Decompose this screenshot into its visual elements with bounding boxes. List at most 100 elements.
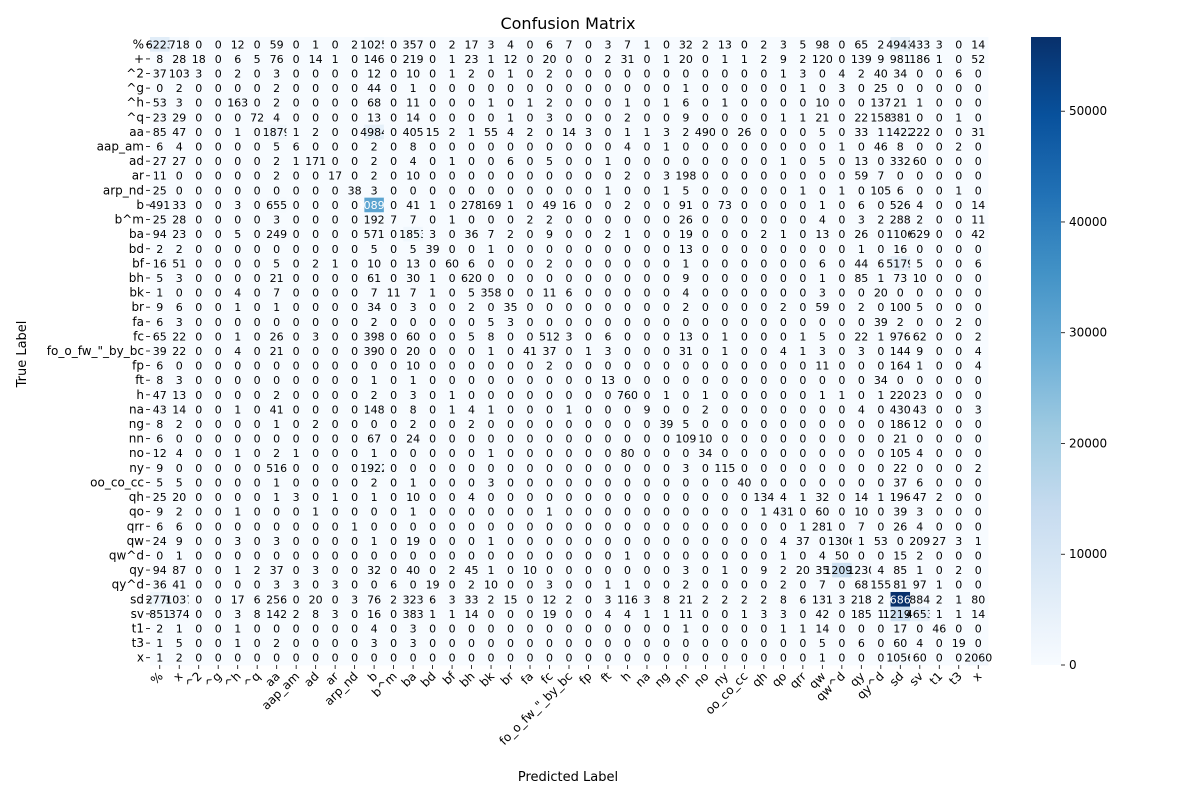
heatmap-cell	[832, 139, 852, 155]
cell-value-label: 0	[663, 257, 670, 270]
heatmap-cell	[286, 110, 307, 126]
cell-value-label: 0	[799, 506, 806, 519]
cell-value-label: 2	[624, 170, 631, 183]
cell-value-label: 1	[643, 126, 650, 139]
cell-value-label: 22	[172, 330, 186, 343]
cell-value-label: 2	[760, 593, 767, 606]
cell-value-label: 0	[838, 506, 845, 519]
cell-value-label: 0	[604, 126, 611, 139]
cell-value-label: 5	[916, 257, 923, 270]
cell-value-label: 0	[799, 652, 806, 665]
cell-value-label: 15	[504, 593, 518, 606]
cell-value-label: 3	[449, 593, 456, 606]
cell-value-label: 0	[721, 301, 728, 314]
heatmap-cell	[617, 37, 638, 53]
cell-value-label: 0	[351, 214, 358, 227]
cell-value-label: 3	[234, 608, 241, 621]
cell-value-label: 67	[367, 433, 381, 446]
cell-value-label: 6	[156, 141, 163, 154]
cell-value-label: 0	[585, 38, 592, 51]
x-tick-label: fa	[518, 669, 536, 687]
cell-value-label: 0	[663, 243, 670, 256]
heatmap-cell	[793, 168, 814, 184]
cell-value-label: 14	[465, 608, 479, 621]
cell-value-label: 22	[172, 345, 186, 358]
heatmap-cell	[188, 139, 209, 155]
cell-value-label: 2	[760, 53, 767, 66]
heatmap-cell	[754, 51, 775, 67]
x-tick-label: bk	[477, 669, 497, 689]
cell-value-label: 46	[874, 141, 888, 154]
cell-value-label: 0	[390, 418, 397, 431]
cell-value-label: 0	[195, 228, 202, 241]
cell-value-label: 0	[351, 257, 358, 270]
cell-value-label: 0	[312, 433, 319, 446]
cell-value-label: 148	[364, 403, 385, 416]
cell-value-label: 0	[156, 549, 163, 562]
cell-value-label: 47	[172, 126, 186, 139]
cell-value-label: 0	[429, 214, 436, 227]
cell-value-label: 0	[293, 38, 300, 51]
heatmap-cell	[598, 183, 619, 199]
cell-value-label: 0	[858, 652, 865, 665]
cell-value-label: 0	[429, 38, 436, 51]
cell-value-label: 0	[176, 462, 183, 475]
cell-value-label: 0	[643, 418, 650, 431]
cell-value-label: 35	[504, 301, 518, 314]
cell-value-label: 13	[601, 374, 615, 387]
cell-value-label: 0	[351, 287, 358, 300]
y-tick-label: fc	[133, 329, 144, 343]
cell-value-label: 0	[936, 374, 943, 387]
cell-value-label: 44	[854, 257, 868, 270]
cell-value-label: 0	[351, 476, 358, 489]
heatmap-cell	[286, 153, 307, 169]
cell-value-label: 5	[176, 637, 183, 650]
cell-value-label: 0	[721, 403, 728, 416]
heatmap-cell	[578, 51, 599, 67]
cell-value-label: 0	[254, 330, 261, 343]
cell-value-label: 46	[932, 622, 946, 635]
cell-value-label: 0	[293, 68, 300, 81]
cell-value-label: 431	[773, 506, 794, 519]
heatmap-cell	[208, 139, 229, 155]
cell-value-label: 0	[975, 287, 982, 300]
cell-value-label: 0	[546, 491, 553, 504]
cell-value-label: 18	[192, 53, 206, 66]
cell-value-label: 0	[643, 97, 650, 110]
heatmap-cell	[871, 153, 891, 169]
cell-value-label: 0	[682, 141, 689, 154]
cell-value-label: 0	[955, 491, 962, 504]
heatmap-cell	[676, 168, 697, 184]
cell-value-label: 2	[975, 462, 982, 475]
heatmap-cell	[364, 153, 385, 169]
cell-value-label: 81	[893, 579, 907, 592]
heatmap-cell	[929, 139, 950, 155]
cell-value-label: 0	[955, 579, 962, 592]
cell-value-label: 5	[488, 316, 495, 329]
cell-value-label: 0	[585, 447, 592, 460]
cell-value-label: 23	[153, 111, 167, 124]
heatmap-cell	[188, 168, 209, 184]
cell-value-label: 0	[429, 53, 436, 66]
cell-value-label: 0	[507, 579, 514, 592]
cell-value-label: 0	[195, 418, 202, 431]
heatmap-cell	[910, 110, 930, 126]
cell-value-label: 27	[153, 155, 167, 168]
cell-value-label: 0	[312, 579, 319, 592]
heatmap-cell	[481, 66, 502, 82]
cell-value-label: 0	[527, 170, 534, 183]
cell-value-label: 0	[390, 520, 397, 533]
cell-value-label: 0	[566, 491, 573, 504]
cell-value-label: 976	[890, 330, 911, 343]
cell-value-label: 0	[273, 243, 280, 256]
cell-value-label: 0	[955, 287, 962, 300]
heatmap-cell	[442, 80, 463, 96]
heatmap-cell	[325, 183, 346, 199]
heatmap-cell	[617, 110, 638, 126]
heatmap-cell	[598, 80, 619, 96]
heatmap-cell	[676, 153, 697, 169]
cell-value-label: 0	[585, 579, 592, 592]
cell-value-label: 0	[819, 82, 826, 95]
cell-value-label: 0	[741, 330, 748, 343]
cell-value-label: 0	[507, 608, 514, 621]
